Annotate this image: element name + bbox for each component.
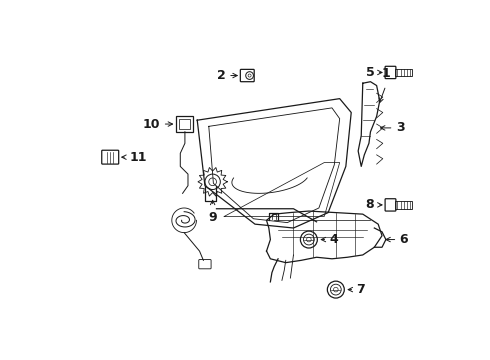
Text: 2: 2 (217, 69, 226, 82)
Text: 4: 4 (330, 233, 339, 246)
Text: 6: 6 (400, 233, 408, 246)
Text: 8: 8 (366, 198, 374, 211)
Text: 11: 11 (129, 150, 147, 164)
Text: 10: 10 (143, 118, 160, 131)
Text: 9: 9 (208, 211, 217, 224)
Text: 1: 1 (382, 67, 390, 80)
Text: 7: 7 (357, 283, 366, 296)
Text: 3: 3 (396, 121, 405, 134)
Text: 5: 5 (366, 66, 374, 79)
